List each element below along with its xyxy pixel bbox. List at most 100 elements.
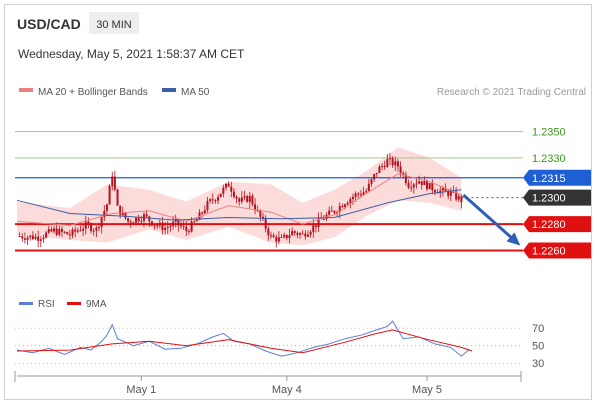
candle-body: [129, 221, 132, 223]
timeframe-label: 30 MIN: [96, 19, 132, 31]
candle-body: [349, 198, 352, 204]
candle-body: [351, 196, 354, 199]
candle-body: [246, 196, 249, 202]
candle-body: [447, 191, 450, 196]
candle-body: [354, 193, 357, 197]
candle-body: [21, 236, 24, 239]
candle-body: [330, 210, 333, 212]
candle-body: [230, 186, 233, 192]
candle-body: [455, 191, 458, 200]
candle-body: [328, 210, 331, 215]
candle-body: [415, 183, 418, 185]
candle-body: [108, 185, 111, 205]
candle-body: [201, 212, 204, 214]
candle-body: [39, 239, 42, 241]
candle-body: [47, 229, 50, 233]
forecast-arrow-head: [506, 232, 521, 246]
candle-body: [206, 200, 209, 211]
candle-body: [209, 199, 212, 201]
candle-body: [227, 183, 230, 187]
candle-body: [399, 166, 402, 174]
candle-body: [26, 237, 29, 240]
candle-body: [124, 212, 127, 219]
rsi-tick-30: 30: [532, 358, 544, 370]
level-tag-1.2280: [523, 216, 591, 233]
candle-body: [418, 181, 421, 184]
candle-body: [426, 180, 429, 190]
candle-body: [293, 231, 296, 233]
credit-text: Research © 2021 Trading Central: [437, 87, 586, 98]
candle-body: [394, 161, 397, 166]
candle-body: [322, 218, 325, 220]
candle-body: [58, 228, 61, 235]
candle-body: [132, 222, 135, 224]
rsi-line: [16, 320, 470, 357]
candle-body: [135, 217, 138, 223]
candle-body: [381, 165, 384, 167]
datetime-label: Wednesday, May 5, 2021 1:58:37 AM CET: [18, 47, 245, 61]
ma20-line: [16, 173, 462, 226]
candle-body: [66, 232, 69, 235]
candle-body: [177, 218, 180, 226]
candle-body: [169, 226, 172, 228]
candle-body: [100, 217, 103, 227]
timeframe-badge: [89, 12, 139, 34]
ma50-line: [16, 189, 462, 221]
candle-body: [79, 230, 82, 232]
candle-body: [224, 183, 227, 188]
level-label-1.2330: 1.2330: [532, 153, 566, 165]
rsi-tick-50: 50: [532, 341, 544, 353]
candle-body: [256, 210, 259, 212]
candle-body: [180, 225, 183, 227]
level-label-1.2300: 1.2300: [532, 193, 566, 205]
ma50-swatch: [162, 88, 176, 92]
candle-body: [341, 205, 344, 208]
candle-body: [412, 184, 415, 188]
price-panel: 1.2350 1.2330 1.2315 1.2300 1.2280 1.2260: [15, 126, 591, 259]
candle-body: [121, 212, 124, 215]
candle-body: [42, 237, 45, 240]
candle-body: [291, 231, 294, 236]
level-label-1.2280: 1.2280: [532, 219, 566, 231]
candle-body: [391, 158, 394, 166]
symbol-title: USD/CAD: [17, 16, 81, 32]
candle-body: [280, 237, 283, 239]
candle-body: [172, 221, 175, 227]
rsi-swatch: [19, 302, 33, 305]
candle-body: [90, 224, 93, 232]
rsi-ma-line: [16, 329, 473, 354]
candle-body: [193, 221, 196, 223]
candle-body: [74, 229, 77, 232]
candle-body: [359, 194, 362, 196]
candle-body: [407, 182, 410, 188]
candle-body: [388, 158, 391, 160]
forecast-arrow: [462, 193, 521, 246]
candle-body: [301, 233, 304, 235]
candle-body: [238, 198, 241, 202]
candle-body: [148, 216, 151, 222]
candle-body: [431, 183, 434, 191]
rsi-ma-swatch: [67, 302, 81, 305]
candle-body: [60, 228, 63, 232]
candle-body: [312, 225, 315, 232]
candle-body: [45, 232, 48, 238]
candle-body: [346, 203, 349, 205]
candle-body: [410, 187, 413, 189]
candle-body: [309, 231, 312, 235]
candle-body: [164, 228, 167, 231]
candle-body: [116, 189, 119, 206]
candle-body: [304, 233, 307, 237]
candle-body: [68, 234, 71, 236]
candle-body: [158, 222, 161, 226]
candle-body: [50, 229, 53, 232]
x-tick-label: May 5: [412, 384, 442, 396]
candle-body: [214, 200, 217, 202]
candle-body: [267, 228, 270, 236]
candle-body: [386, 158, 389, 168]
candle-body: [428, 183, 431, 190]
candle-body: [365, 191, 368, 193]
candle-body: [185, 226, 188, 232]
candle-body: [306, 234, 309, 237]
candle-body: [235, 196, 238, 199]
candle-body: [285, 234, 288, 239]
